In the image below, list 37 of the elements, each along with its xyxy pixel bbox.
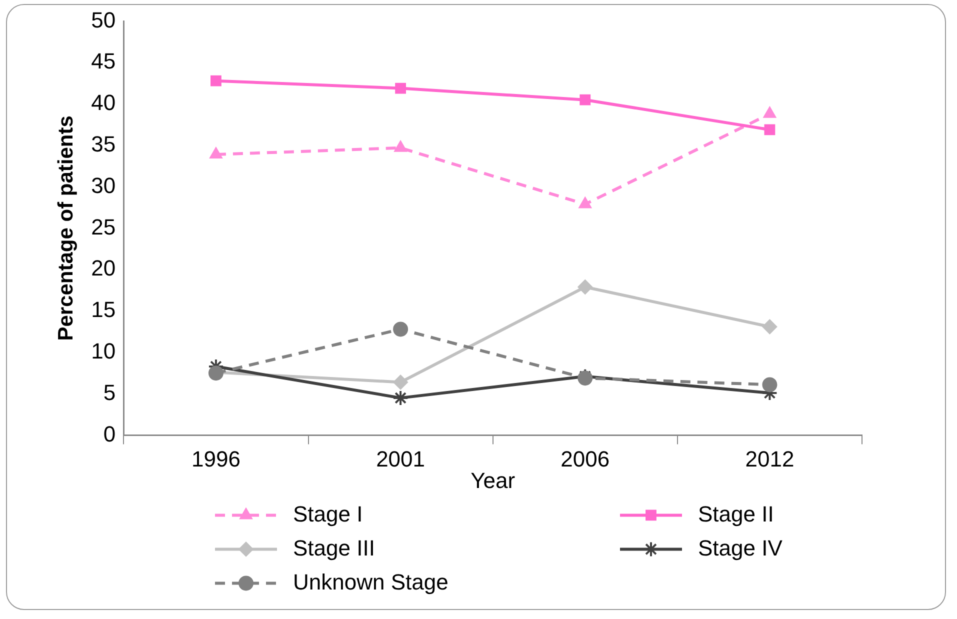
point xyxy=(763,106,776,118)
legend-label: Stage II xyxy=(698,501,774,526)
x-tick-label: 1996 xyxy=(191,446,240,472)
point xyxy=(580,94,591,106)
x-tick-label: 2012 xyxy=(745,446,794,472)
point xyxy=(394,140,408,152)
point xyxy=(764,124,776,136)
point xyxy=(578,279,593,294)
y-tick-label: 0 xyxy=(103,421,116,446)
y-tick-label: 20 xyxy=(91,256,116,281)
y-tick-label: 40 xyxy=(91,90,116,116)
point xyxy=(762,377,778,392)
point xyxy=(578,370,593,386)
point xyxy=(762,319,778,334)
y-tick-label: 30 xyxy=(91,172,116,198)
x-axis-title: Year xyxy=(470,468,516,493)
legend-label: Unknown Stage xyxy=(293,569,448,594)
point xyxy=(395,82,406,94)
point xyxy=(393,322,408,337)
point xyxy=(210,75,222,86)
y-tick-label: 45 xyxy=(91,48,116,74)
legend-label: Stage IV xyxy=(698,535,783,560)
y-tick-label: 10 xyxy=(91,338,116,364)
point xyxy=(209,147,223,159)
x-tick-label: 2001 xyxy=(376,446,426,472)
y-tick-label: 15 xyxy=(91,297,116,322)
y-axis-title: Percentage of patients xyxy=(54,116,78,341)
y-tick-label: 5 xyxy=(103,380,116,405)
point xyxy=(578,196,592,208)
point xyxy=(392,390,409,406)
y-tick-label: 50 xyxy=(91,7,116,32)
y-tick-label: 25 xyxy=(91,214,116,240)
y-tick-label: 35 xyxy=(91,131,116,156)
legend-label: Stage III xyxy=(293,535,375,560)
point xyxy=(393,374,408,390)
legend-label: Stage I xyxy=(293,501,363,526)
x-tick-label: 2006 xyxy=(560,446,610,472)
